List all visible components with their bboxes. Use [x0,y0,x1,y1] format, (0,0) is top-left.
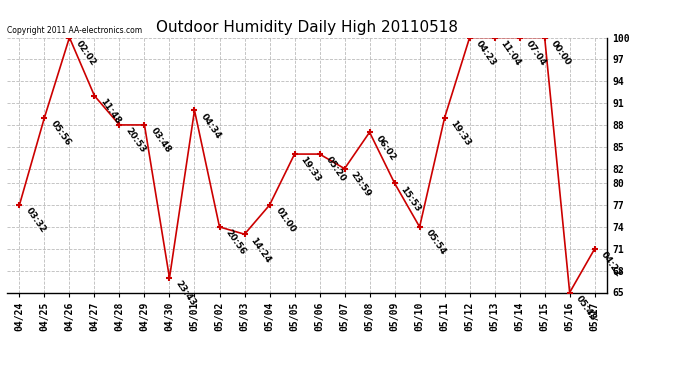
Text: 01:00: 01:00 [274,207,297,235]
Text: 02:02: 02:02 [74,39,97,67]
Text: 11:48: 11:48 [99,97,122,126]
Text: 19:33: 19:33 [448,119,473,148]
Text: 05:54: 05:54 [424,228,448,257]
Text: 20:53: 20:53 [124,126,148,155]
Text: 06:02: 06:02 [374,134,397,162]
Text: Copyright 2011 AA-electronics.com: Copyright 2011 AA-electronics.com [7,26,142,35]
Text: 00:00: 00:00 [549,39,572,67]
Title: Outdoor Humidity Daily High 20110518: Outdoor Humidity Daily High 20110518 [156,20,458,35]
Text: 07:04: 07:04 [524,39,548,68]
Text: 15:53: 15:53 [399,184,422,213]
Text: 20:56: 20:56 [224,228,248,257]
Text: 14:24: 14:24 [248,236,273,264]
Text: 23:59: 23:59 [348,170,373,199]
Text: 19:33: 19:33 [299,156,322,184]
Text: 04:23: 04:23 [474,39,497,68]
Text: 03:32: 03:32 [23,207,48,235]
Text: 11:04: 11:04 [499,39,522,68]
Text: 05:56: 05:56 [48,119,72,147]
Text: 05:48: 05:48 [574,294,598,322]
Text: 05:20: 05:20 [324,156,347,184]
Text: 04:34: 04:34 [199,112,222,141]
Text: 03:48: 03:48 [148,126,172,155]
Text: 04:22: 04:22 [599,250,622,279]
Text: 23:43: 23:43 [174,279,197,308]
